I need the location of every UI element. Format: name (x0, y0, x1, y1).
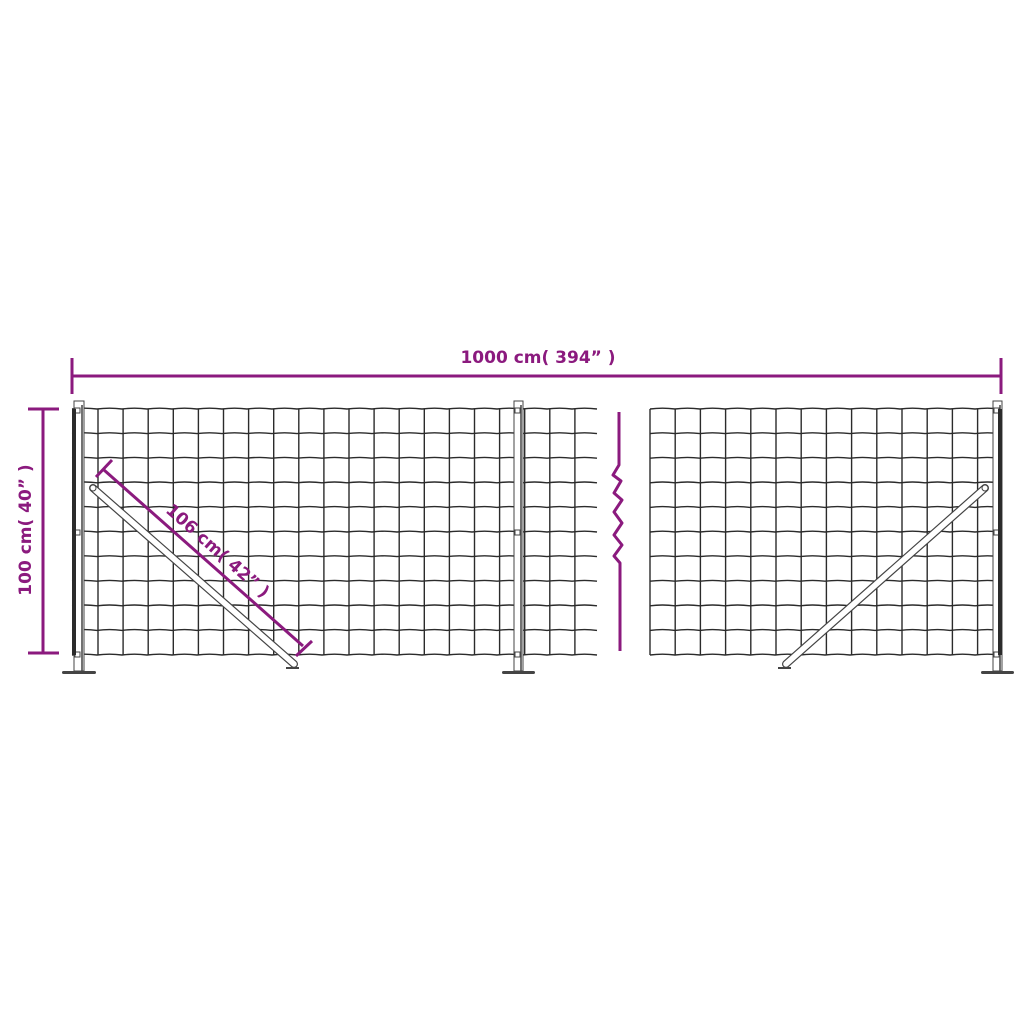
horizontal-wire (71, 456, 598, 459)
brace-bolt (981, 484, 989, 492)
horizontal-wire (649, 555, 1001, 558)
wire-mesh (71, 407, 1001, 656)
post-base-plate (62, 671, 96, 674)
horizontal-wire (71, 530, 598, 533)
horizontal-wire (649, 579, 1001, 582)
horizontal-wire (71, 604, 598, 607)
post-base-plate (981, 671, 1014, 674)
horizontal-wire (71, 407, 598, 410)
zigzag-break-icon (611, 412, 624, 651)
horizontal-wire (71, 481, 598, 484)
horizontal-wire (649, 456, 1001, 459)
brace-tick (94, 458, 114, 479)
horizontal-wire (71, 653, 598, 656)
height-label: 100 cm( 40” ) (16, 464, 36, 595)
horizontal-wire (649, 407, 1001, 410)
wire-clip (514, 407, 521, 414)
end-post-bar (998, 409, 1002, 655)
support-brace-inner (90, 485, 297, 667)
horizontal-wire (649, 653, 1001, 656)
brace-label: 106 cm( 42” ) (161, 500, 273, 602)
post-base-plate (502, 671, 535, 674)
brace-tick (294, 639, 314, 658)
support-brace-inner (783, 485, 988, 667)
horizontal-wire (649, 432, 1001, 435)
wire-clip (514, 651, 521, 658)
horizontal-wire (71, 579, 598, 582)
horizontal-wire (71, 628, 598, 632)
end-post-bar (72, 409, 76, 655)
brace-dimension-line (103, 468, 304, 648)
horizontal-wire (649, 505, 1001, 509)
posts (62, 400, 1014, 674)
horizontal-wire (649, 530, 1001, 533)
dimension-lines (28, 358, 1003, 658)
length-label: 1000 cm( 394” ) (460, 348, 615, 368)
horizontal-wire (649, 481, 1001, 484)
horizontal-wire (71, 505, 598, 509)
horizontal-wire (649, 604, 1001, 607)
horizontal-wire (71, 432, 598, 435)
brace-bolt (89, 484, 97, 492)
wire-clip (514, 529, 521, 536)
horizontal-wire (71, 555, 598, 558)
